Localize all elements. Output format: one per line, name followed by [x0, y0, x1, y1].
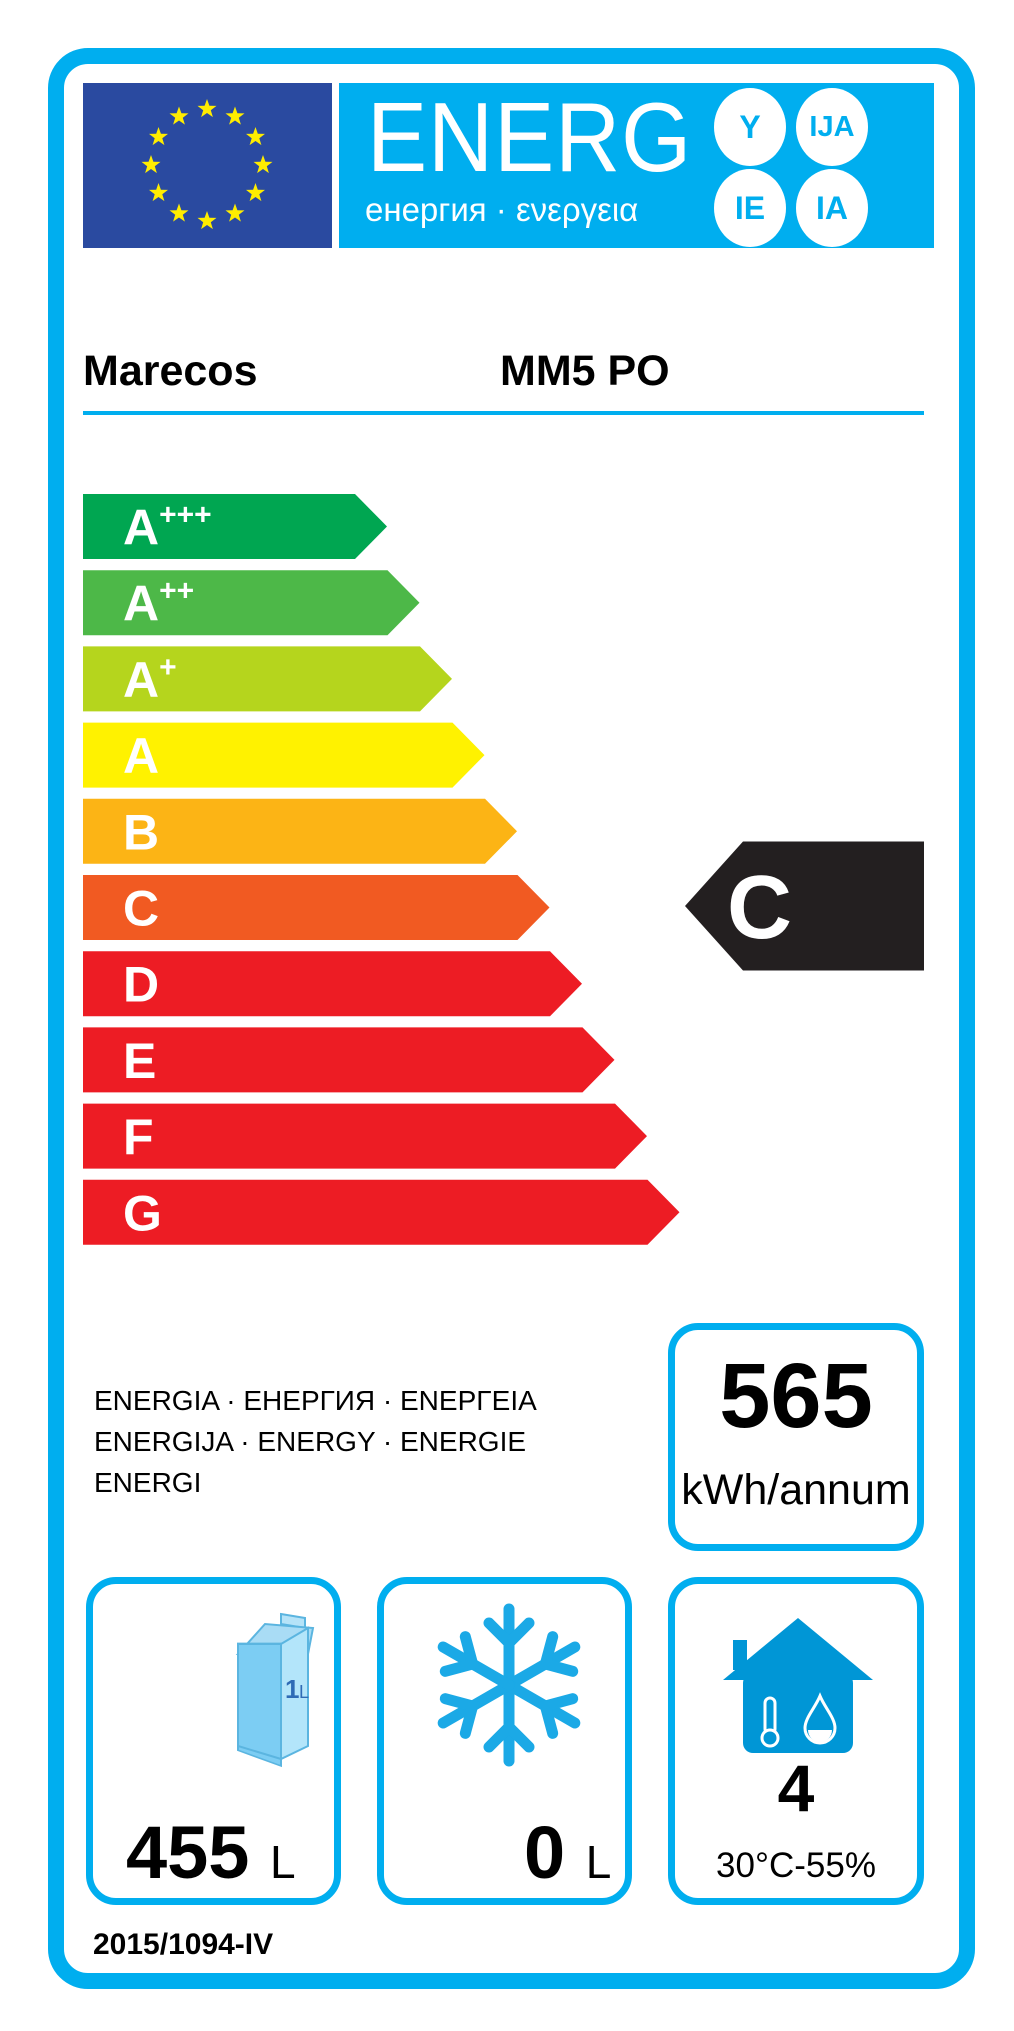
milk-carton-icon: 1 L: [235, 1612, 315, 1768]
class-label: G: [123, 1185, 162, 1241]
eu-star-icon: [141, 155, 161, 174]
model-identifier: MM5 PO: [500, 347, 670, 395]
suffix-ija: IJA: [796, 88, 868, 166]
energy-word-line: ENERGIA · ЕНЕРГИЯ · ΕΝΕΡΓΕΙΑ: [94, 1385, 537, 1416]
class-label: A: [123, 728, 159, 784]
eu-star-icon: [149, 127, 168, 146]
class-letter: F: [123, 1109, 154, 1165]
eu-star-icon: [246, 127, 265, 146]
class-bar-a: [83, 722, 485, 788]
regulation-number: 2015/1094-IV: [93, 1928, 274, 1961]
class-bar-d: [83, 951, 582, 1017]
class-label: A+++: [123, 499, 212, 556]
class-label: F: [123, 1109, 154, 1165]
class-bar-g: [83, 1179, 680, 1245]
eu-star-icon: [169, 203, 189, 222]
class-bar-app: [83, 570, 420, 636]
eu-star-icon: [197, 211, 217, 230]
suffix-ie: IE: [714, 169, 786, 247]
class-letter: B: [123, 804, 159, 860]
frozen-volume-value: 0 L: [524, 1810, 611, 1895]
rating-arrow: [685, 841, 924, 971]
eu-star-icon: [225, 203, 245, 222]
class-label: A+: [123, 651, 177, 708]
class-label: B: [123, 804, 159, 860]
snowflake-arm: [437, 1679, 515, 1739]
consumption-value: 565: [719, 1345, 873, 1447]
class-letter: E: [123, 1033, 156, 1089]
energy-word-line: ENERGIJA · ENERGY · ENERGIE: [94, 1426, 527, 1457]
label-frame: [48, 48, 975, 1989]
class-label: E: [123, 1033, 156, 1089]
fresh-volume-box: 1 L 455 L: [86, 1577, 341, 1905]
class-bar-e: [83, 1027, 615, 1093]
frozen-volume-number: 0: [524, 1811, 566, 1894]
frozen-volume-box: 0 L: [377, 1577, 632, 1905]
energy-subtitle: енергия · ενεργεια: [365, 191, 639, 228]
fresh-volume-unit: L: [270, 1836, 296, 1888]
climate-box: 4 30°C-55%: [668, 1577, 924, 1905]
fresh-volume-value: 455 L: [126, 1810, 296, 1895]
class-letter: A: [123, 652, 159, 708]
snowflake-arm: [503, 1631, 581, 1691]
class-bar-appp: [83, 494, 387, 559]
class-letter: A: [123, 576, 159, 632]
rating-letter: C: [727, 858, 792, 958]
carton-unit: L: [299, 1682, 309, 1702]
energy-header: ENERG енергия · ενεργεια Y IJA IE IA: [339, 82, 934, 248]
class-bar-c: [83, 875, 550, 940]
eu-star-icon: [225, 106, 245, 125]
frozen-volume-unit: L: [585, 1836, 612, 1888]
class-letter: A: [123, 728, 159, 784]
eu-star-icon: [149, 183, 168, 202]
house-thermometer-drop-icon: [723, 1618, 873, 1753]
class-bar-b: [83, 798, 517, 864]
climate-condition: 30°C-55%: [716, 1846, 876, 1885]
climate-class: 4: [777, 1751, 815, 1825]
class-letter: D: [123, 957, 159, 1013]
class-letter: G: [123, 1185, 162, 1241]
snowflake-arm: [437, 1631, 515, 1691]
energy-title: ENERG: [367, 82, 693, 192]
eu-stars-icon: [141, 99, 273, 230]
suffix-y: Y: [714, 88, 786, 166]
eu-star-icon: [197, 99, 217, 118]
class-letter: A: [123, 500, 159, 556]
class-plus: +++: [159, 499, 212, 532]
eu-star-icon: [253, 155, 273, 174]
class-label: D: [123, 957, 159, 1013]
fresh-volume-number: 455: [126, 1811, 250, 1894]
consumption-unit: kWh/annum: [681, 1466, 911, 1514]
snowflake-arm: [483, 1603, 535, 1691]
suffix-ia: IA: [796, 169, 868, 247]
eu-star-icon: [169, 106, 189, 125]
class-bar-ap: [83, 646, 452, 712]
divider: [83, 411, 924, 415]
eu-flag: [83, 83, 332, 248]
class-label: C: [123, 881, 159, 937]
class-bar-f: [83, 1103, 647, 1169]
snowflake-arm: [483, 1679, 535, 1767]
carton-label: 1: [285, 1674, 299, 1704]
consumption-box: 565 kWh/annum: [668, 1323, 924, 1551]
class-plus: ++: [159, 575, 194, 608]
supplier-name: Marecos: [83, 347, 258, 395]
snowflake-arm: [503, 1679, 581, 1739]
class-letter: C: [123, 881, 159, 937]
class-label: A++: [123, 575, 194, 632]
class-plus: +: [159, 651, 177, 684]
energy-word-line: ENERGI: [94, 1467, 202, 1498]
snowflake-icon: [437, 1603, 581, 1767]
eu-star-icon: [246, 183, 265, 202]
